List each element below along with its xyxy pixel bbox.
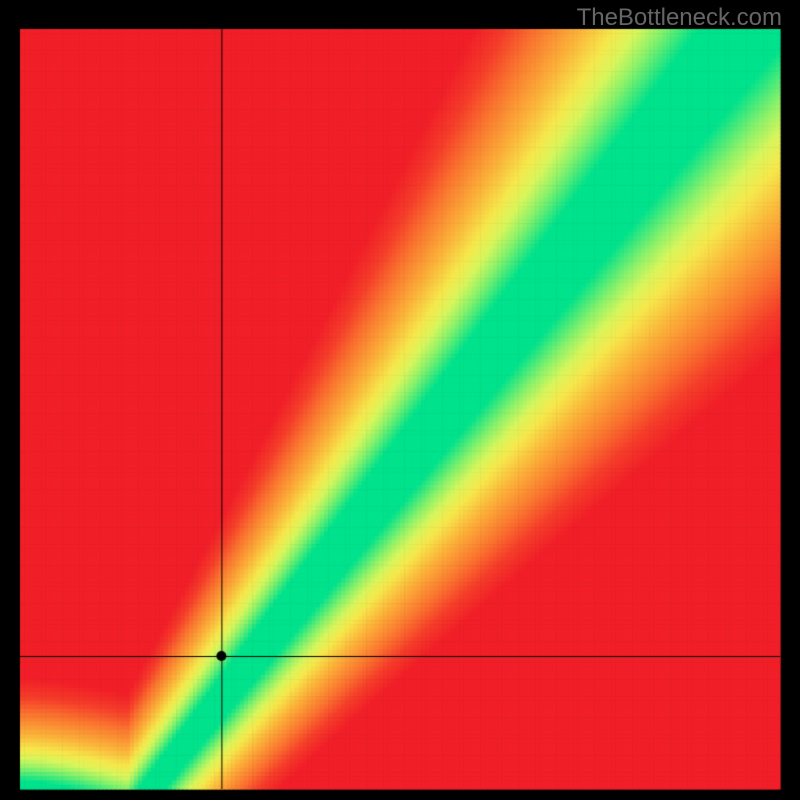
bottleneck-heatmap	[0, 0, 800, 800]
watermark-text: TheBottleneck.com	[577, 4, 782, 32]
